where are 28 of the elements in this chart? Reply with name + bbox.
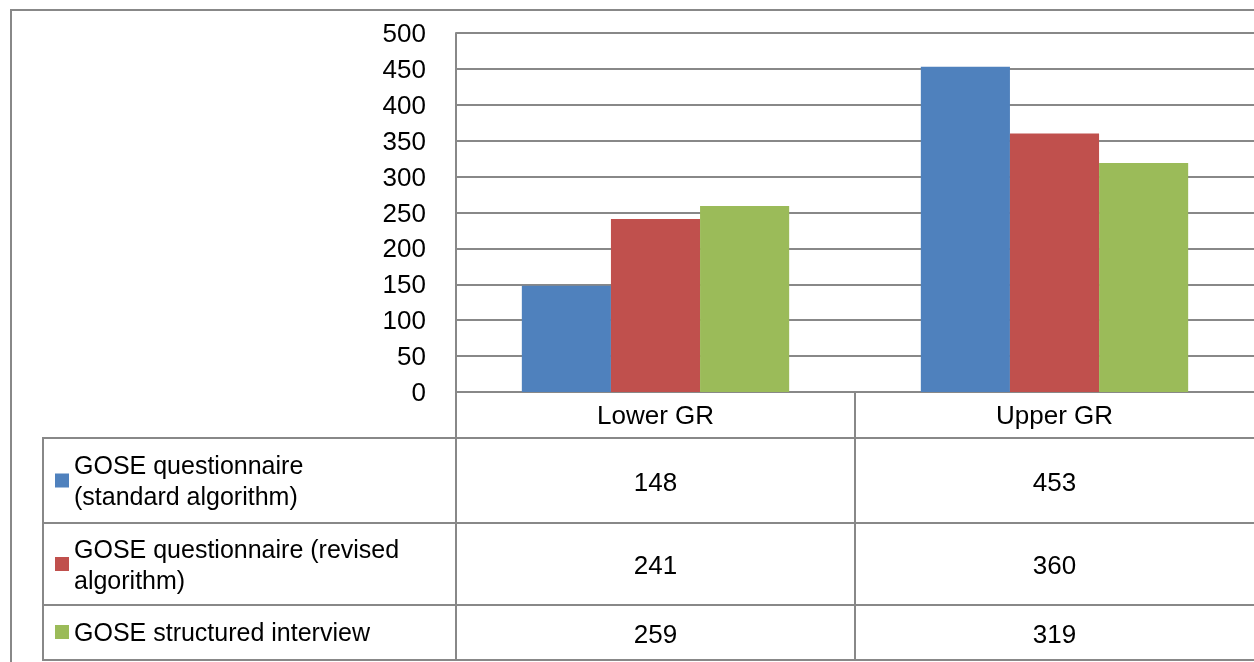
y-tick-label: 0 [411, 377, 426, 407]
bar [1009, 133, 1100, 392]
legend-label: GOSE questionnaire (standard algorithm) [74, 451, 311, 510]
bar [700, 206, 790, 392]
data-label: 319 [1032, 618, 1077, 649]
y-tick-label: 400 [382, 89, 426, 120]
bar [521, 285, 611, 392]
bar [610, 218, 701, 392]
y-tick-label: 200 [382, 233, 426, 264]
legend-label: GOSE structured interview [74, 618, 371, 646]
y-tick-label: 450 [382, 53, 426, 84]
y-tick-label: 50 [397, 341, 426, 372]
y-tick-label: 100 [382, 305, 426, 336]
y-tick-label: 300 [382, 161, 426, 192]
legend-label: GOSE questionnaire (revised algorithm) [74, 534, 407, 594]
y-tick-label: 500 [382, 18, 426, 48]
data-label: 360 [1032, 550, 1077, 580]
y-tick-label: 250 [382, 197, 426, 228]
bar [1099, 162, 1189, 392]
x-tick-label: Upper GR [995, 400, 1114, 430]
data-label: 148 [633, 466, 678, 497]
data-label: 259 [633, 618, 678, 649]
data-label: 241 [633, 550, 678, 580]
data-label: 453 [1032, 466, 1077, 497]
bar [920, 66, 1010, 392]
x-tick-label: Lower GR [596, 400, 715, 430]
y-tick-label: 150 [382, 269, 426, 300]
y-tick-label: 350 [382, 125, 426, 156]
